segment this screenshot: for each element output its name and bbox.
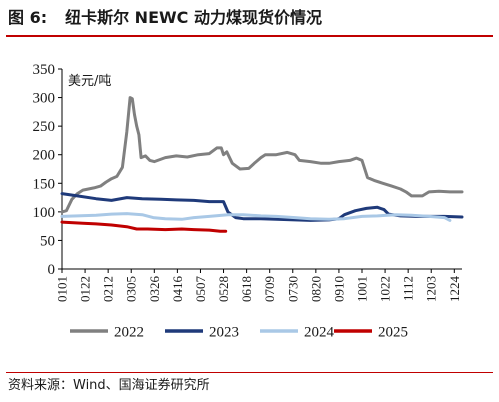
legend-label-2025: 2025 xyxy=(378,325,408,341)
legend-label-2022: 2022 xyxy=(114,325,144,341)
x-tick-label: 0305 xyxy=(124,276,139,302)
source-note: 资料来源：Wind、国海证券研究所 xyxy=(8,378,210,393)
legend-label-2023: 2023 xyxy=(209,325,239,341)
y-tick-label: 100 xyxy=(33,205,56,221)
x-tick-label: 0730 xyxy=(285,276,300,302)
y-tick-label: 50 xyxy=(40,233,55,249)
x-tick-label: 0709 xyxy=(262,276,277,302)
figure-title-text: 纽卡斯尔 NEWC 动力煤现货价情况 xyxy=(65,8,322,27)
x-tick-label: 0101 xyxy=(55,276,70,302)
x-tick-label: 1203 xyxy=(424,276,439,302)
chart-series xyxy=(60,96,464,233)
x-tick-label: 0507 xyxy=(193,276,208,303)
x-tick-label: 0618 xyxy=(239,276,254,302)
chart-axes: 0 50 100 150 200 250 300 350 0101 0122 0212 0305 032… xyxy=(33,62,462,303)
x-tick-label: 1022 xyxy=(378,276,393,302)
x-tick-label: 0910 xyxy=(331,276,346,302)
series-line-2022 xyxy=(60,96,464,214)
y-tick-label: 300 xyxy=(33,91,56,107)
x-tick-label: 1224 xyxy=(447,276,462,303)
x-tick-label: 0416 xyxy=(170,276,185,303)
legend: 2022 2023 2024 2025 xyxy=(70,325,408,341)
bottom-rule xyxy=(6,372,493,373)
top-rule xyxy=(6,35,493,37)
x-tick-label: 0528 xyxy=(216,276,231,302)
series-line-2024 xyxy=(60,212,452,222)
legend-label-2024: 2024 xyxy=(304,325,335,341)
x-tick-label: 0326 xyxy=(147,276,162,303)
x-tick-label: 1001 xyxy=(355,276,370,302)
unit-label: 美元/吨 xyxy=(68,74,111,89)
y-tick-label: 150 xyxy=(33,176,56,192)
x-tick-label: 0820 xyxy=(308,276,323,302)
x-tick-label: 1112 xyxy=(401,276,416,301)
y-tick-label: 200 xyxy=(33,148,56,164)
y-tick-label: 250 xyxy=(33,119,56,135)
series-line-2025 xyxy=(60,220,228,233)
x-tick-label: 0122 xyxy=(78,276,93,302)
y-tick-label: 0 xyxy=(48,262,56,278)
y-tick-label: 350 xyxy=(33,62,56,78)
x-tick-label: 0212 xyxy=(101,276,116,302)
figure-title: 图 6: 纽卡斯尔 NEWC 动力煤现货价情况 xyxy=(8,6,322,30)
figure-number: 图 6: xyxy=(8,8,48,27)
